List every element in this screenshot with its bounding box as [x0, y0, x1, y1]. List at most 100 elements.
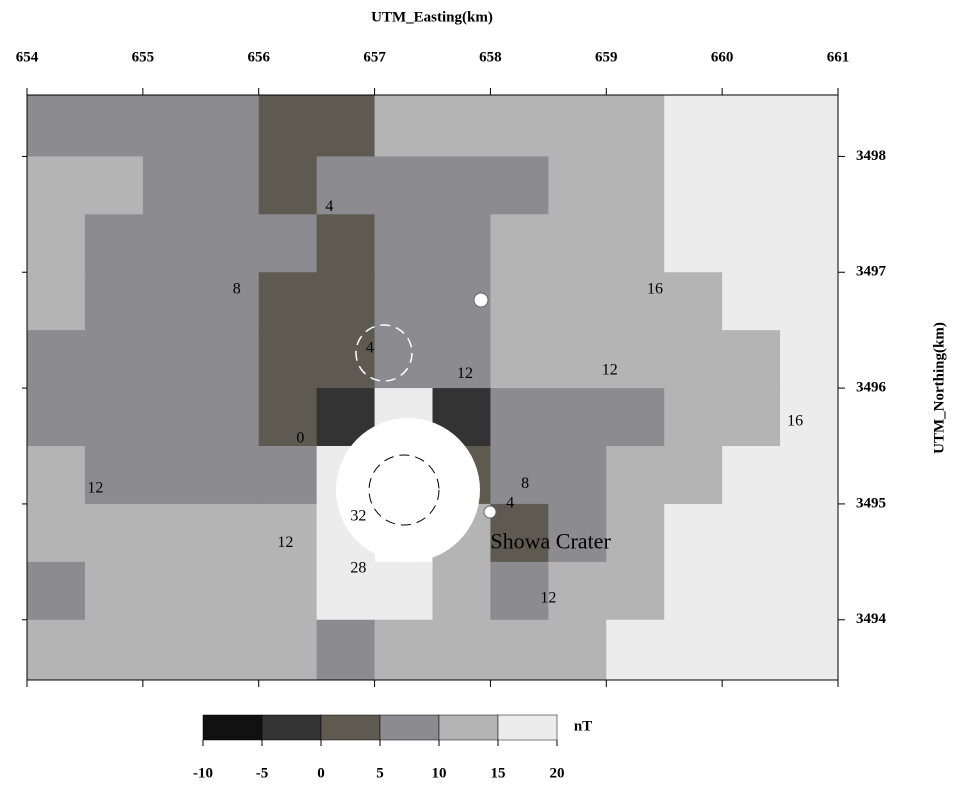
- colorbar-label: nT: [574, 718, 592, 734]
- field-cell: [722, 156, 780, 214]
- field-cell: [548, 95, 606, 157]
- field-cell: [143, 95, 201, 157]
- annotation: Showa Crater: [490, 528, 611, 553]
- field-cell: [375, 156, 433, 214]
- field-cell: [143, 272, 201, 330]
- contour-label: 0: [296, 430, 304, 447]
- field-cell: [85, 388, 143, 446]
- field-cell: [259, 156, 317, 214]
- field-cell: [606, 95, 664, 157]
- field-cell: [259, 214, 317, 272]
- field-cell: [606, 214, 664, 272]
- field-cell: [201, 446, 259, 504]
- field-cell: [548, 156, 606, 214]
- field-cell: [606, 504, 664, 562]
- field-cell: [85, 330, 143, 388]
- colorbar-swatch: [203, 715, 262, 740]
- contour-label: 16: [647, 280, 663, 297]
- field-cell: [317, 620, 375, 681]
- field-cell: [780, 504, 838, 562]
- field-cell: [85, 620, 143, 681]
- contour-label: 16: [787, 412, 803, 429]
- field-cell: [259, 446, 317, 504]
- y-tick-label: 3496: [856, 380, 887, 396]
- field-cell: [85, 562, 143, 620]
- field-cell: [490, 95, 548, 157]
- field-cell: [85, 272, 143, 330]
- contour-label: 12: [602, 361, 618, 378]
- field-cell: [606, 330, 664, 388]
- contour-label: 4: [325, 198, 333, 215]
- field-cell: [722, 504, 780, 562]
- field-cell: [664, 388, 722, 446]
- field-cell: [780, 330, 838, 388]
- field-cell: [201, 156, 259, 214]
- contour-label: 4: [366, 339, 374, 356]
- chart: UTM_Easting(km) UTM_Northing(km) 4841212…: [0, 0, 956, 791]
- contour-label: 12: [87, 480, 103, 497]
- field-cell: [780, 620, 838, 681]
- colorbar-swatch: [380, 715, 439, 740]
- field-cell: [664, 214, 722, 272]
- field-cell: [27, 562, 85, 620]
- y-tick-label: 3497: [856, 264, 887, 280]
- field-cell: [143, 388, 201, 446]
- field-cell: [375, 214, 433, 272]
- field-cell: [664, 446, 722, 504]
- x-axis-title: UTM_Easting(km): [371, 9, 493, 25]
- colorbar-swatch: [498, 715, 557, 740]
- field-cell: [27, 95, 85, 157]
- field-cell: [664, 156, 722, 214]
- field-cell: [722, 562, 780, 620]
- field-cell: [490, 156, 548, 214]
- field-cell: [85, 214, 143, 272]
- contour-label: 4: [506, 495, 514, 512]
- site-marker: [474, 293, 488, 307]
- field-cell: [548, 272, 606, 330]
- field-cell: [606, 156, 664, 214]
- x-tick-label: 661: [827, 49, 850, 65]
- field-cell: [375, 95, 433, 157]
- colorbar-tick-label: 5: [376, 765, 384, 781]
- colorbar-tick-label: 15: [491, 765, 506, 781]
- y-tick-label: 3498: [856, 148, 886, 164]
- field-cell: [27, 330, 85, 388]
- field-cell: [375, 620, 433, 681]
- masked-area: [336, 418, 480, 562]
- field-cell: [490, 388, 548, 446]
- field-cell: [259, 620, 317, 681]
- field-cell: [201, 95, 259, 157]
- field-cell: [259, 388, 317, 446]
- field-cell: [317, 214, 375, 272]
- contour-label: 12: [277, 534, 293, 551]
- field-cell: [433, 562, 491, 620]
- field-cell: [548, 620, 606, 681]
- field-cell: [317, 272, 375, 330]
- x-tick-label: 660: [711, 49, 734, 65]
- field-cell: [317, 95, 375, 157]
- field: [27, 95, 839, 681]
- field-cell: [259, 562, 317, 620]
- field-cell: [27, 272, 85, 330]
- field-cell: [375, 330, 433, 388]
- field-cell: [27, 504, 85, 562]
- field-cell: [606, 620, 664, 681]
- field-cell: [27, 156, 85, 214]
- field-cell: [548, 330, 606, 388]
- field-cell: [433, 620, 491, 681]
- field-cell: [664, 272, 722, 330]
- field-cell: [548, 562, 606, 620]
- field-cell: [606, 562, 664, 620]
- field-cell: [722, 446, 780, 504]
- field-cell: [664, 95, 722, 157]
- field-cell: [664, 504, 722, 562]
- field-cell: [490, 330, 548, 388]
- colorbar-tick-label: -10: [193, 765, 213, 781]
- field-cell: [85, 156, 143, 214]
- colorbar-swatch: [321, 715, 380, 740]
- contour-label: 12: [457, 365, 473, 382]
- field-cell: [490, 214, 548, 272]
- field-cell: [722, 95, 780, 157]
- field-cell: [606, 446, 664, 504]
- field-cell: [664, 620, 722, 681]
